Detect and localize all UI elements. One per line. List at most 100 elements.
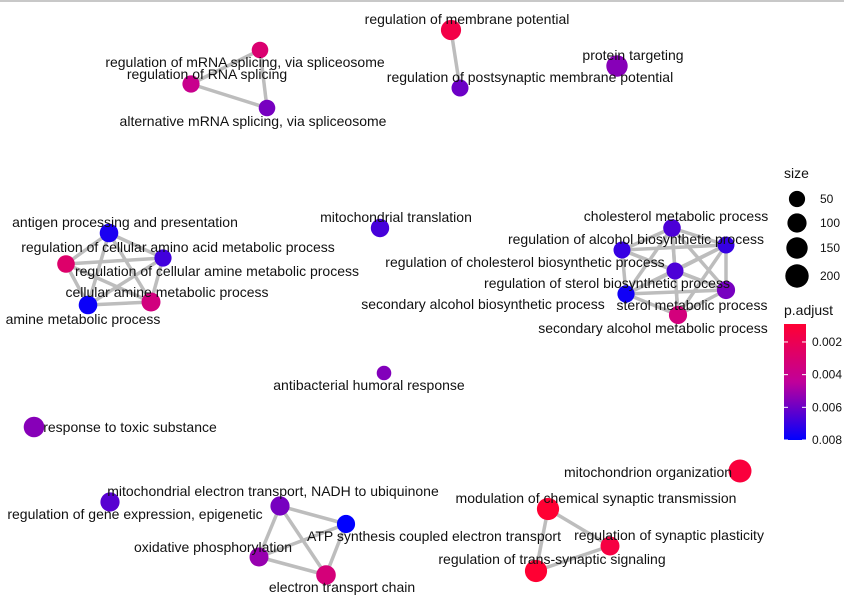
- node-label-cellular-amine-metabolic-process: cellular amine metabolic process: [65, 284, 268, 300]
- edge-mitochondrial-electr--atp-synthesis-couple: [279, 504, 347, 526]
- node-label-regulation-of-cholesterol-biosynthetic-process: regulation of cholesterol biosynthetic p…: [385, 254, 664, 270]
- node-cellular-amine-metabolic-process: [141, 292, 161, 312]
- node-mitochondrial-electron-transport-nadh-to-ubiquinone: [270, 496, 290, 516]
- node-label-electron-transport-chain: electron transport chain: [269, 579, 415, 595]
- node-label-antibacterial-humoral-response: antibacterial humoral response: [273, 377, 465, 393]
- size-legend-circle-150: [786, 237, 808, 259]
- node-regulation-of-rna-splicing: [182, 75, 200, 93]
- node-antigen-processing-and-presentation: [99, 223, 119, 243]
- node-label-modulation-of-chemical-synaptic-transmission: modulation of chemical synaptic transmis…: [456, 490, 737, 506]
- edge-regulation-of-mrna-s--regulation-of-rna-sp: [190, 48, 261, 86]
- edge-oxidative-phosphoryl--electron-transport-c: [258, 555, 327, 577]
- node-secondary-alcohol-metabolic-process: [668, 305, 688, 325]
- node-regulation-of-sterol-biosynthetic-process: [666, 262, 684, 280]
- node-secondary-alcohol-biosynthetic-process: [617, 285, 635, 303]
- node-label-regulation-of-gene-expression-epigenetic: regulation of gene expression, epigeneti…: [7, 506, 262, 522]
- node-label-alternative-mrna-splicing-via-spliceosome: alternative mRNA splicing, via spliceoso…: [120, 113, 387, 129]
- label-layer: regulation of membrane potential regulati…: [6, 11, 769, 595]
- node-label-antigen-processing-and-presentation: antigen processing and presentation: [12, 214, 238, 230]
- node-label-regulation-of-synaptic-plasticity: regulation of synaptic plasticity: [574, 527, 764, 543]
- edge-cholesterol-metaboli--regulation-of-alcoho: [621, 226, 673, 252]
- node-regulation-of-cholesterol-biosynthetic-process: [717, 236, 735, 254]
- node-label-response-to-toxic-substance: response to toxic substance: [43, 419, 217, 435]
- node-sterol-metabolic-process: [716, 280, 736, 300]
- node-antibacterial-humoral-response: [376, 365, 392, 381]
- node-label-mitochondrial-electron-transport-nadh-to-ubiquinone: mitochondrial electron transport, NADH t…: [107, 483, 439, 499]
- size-legend-label-100: 100: [820, 216, 840, 230]
- edge-regulation-of-sterol--secondary-alcohol-bi: [625, 269, 676, 296]
- node-label-atp-synthesis-coupled-electron-transport: ATP synthesis coupled electron transport: [307, 528, 561, 544]
- node-label-mitochondrial-translation: mitochondrial translation: [320, 209, 472, 225]
- size-legend-label-50: 50: [820, 192, 834, 206]
- node-regulation-of-trans-synaptic-signaling: [524, 559, 548, 583]
- edge-regulation-of-cellul--amine-metabolic-proc: [87, 256, 164, 307]
- node-label-regulation-of-postsynaptic-membrane-potential: regulation of postsynaptic membrane pote…: [387, 69, 673, 85]
- node-label-cholesterol-metabolic-process: cholesterol metabolic process: [584, 208, 768, 224]
- node-label-mitochondrion-organization: mitochondrion organization: [564, 464, 732, 480]
- node-regulation-of-postsynaptic-membrane-potential: [451, 79, 469, 97]
- edge-regulation-of-mrna-s--alternative-mrna-spl: [258, 49, 269, 109]
- node-regulation-of-membrane-potential: [440, 19, 462, 41]
- edge-cholesterol-metaboli--regulation-of-choles: [671, 226, 727, 247]
- node-label-secondary-alcohol-metabolic-process: secondary alcohol metabolic process: [538, 320, 768, 336]
- node-modulation-of-chemical-synaptic-transmission: [536, 497, 560, 521]
- node-regulation-of-synaptic-plasticity: [600, 536, 620, 556]
- node-oxidative-phosphorylation: [249, 547, 269, 567]
- node-label-regulation-of-rna-splicing: regulation of RNA splicing: [127, 66, 287, 82]
- size-legend-circle-200: [785, 264, 809, 288]
- node-label-regulation-of-cellular-amine-metabolic-process: regulation of cellular amine metabolic p…: [75, 263, 359, 279]
- edge-regulation-of-synapt--regulation-of-trans-: [535, 544, 611, 573]
- color-legend-label-0.008: 0.008: [812, 433, 842, 447]
- node-electron-transport-chain: [316, 565, 336, 585]
- node-mitochondrion-organization: [728, 459, 752, 483]
- color-legend-label-0.006: 0.006: [812, 400, 842, 414]
- size-legend-label-150: 150: [820, 241, 840, 255]
- edge-regulation-of-cellul--regulation-of-cellul: [65, 256, 164, 266]
- top-border: [0, 0, 844, 2]
- node-cholesterol-metabolic-process: [663, 219, 681, 237]
- edge-antigen-processing-a--cellular-amine-metab: [107, 232, 153, 303]
- node-label-sterol-metabolic-process: sterol metabolic process: [617, 297, 768, 313]
- color-legend-bar: [784, 324, 806, 440]
- edge-modulation-of-chemic--regulation-of-synapt: [547, 507, 611, 548]
- size-legend-label-200: 200: [820, 269, 840, 283]
- node-label-regulation-of-trans-synaptic-signaling: regulation of trans-synaptic signaling: [438, 551, 665, 567]
- color-legend-ticks: 0.002 0.004 0.006 0.008: [784, 335, 842, 447]
- edge-regulation-of-cellul--cellular-amine-metab: [65, 262, 152, 304]
- node-label-protein-targeting: protein targeting: [582, 47, 683, 63]
- node-response-to-toxic-substance: [23, 416, 45, 438]
- node-regulation-of-alcohol-biosynthetic-process: [613, 241, 631, 259]
- node-alternative-mrna-splicing-via-spliceosome: [258, 99, 276, 117]
- node-mitochondrial-translation: [370, 218, 390, 238]
- node-label-regulation-of-alcohol-biosynthetic-process: regulation of alcohol biosynthetic proce…: [508, 231, 764, 247]
- color-legend-label-0.002: 0.002: [812, 335, 842, 349]
- node-label-regulation-of-membrane-potential: regulation of membrane potential: [365, 11, 570, 27]
- node-regulation-of-mrna-splicing-via-spliceosome: [251, 41, 269, 59]
- node-label-regulation-of-sterol-biosynthetic-process: regulation of sterol biosynthetic proces…: [484, 275, 730, 291]
- size-legend-items: 50 100 150 200: [785, 190, 840, 288]
- node-atp-synthesis-coupled-electron-transport: [336, 514, 356, 534]
- node-layer: [23, 19, 752, 585]
- edge-cellular-amine-metab--amine-metabolic-proc: [87, 300, 152, 307]
- edge-atp-synthesis-couple--oxidative-phosphoryl: [258, 522, 347, 559]
- edge-secondary-alcohol-bi--sterol-metabolic-pro: [625, 288, 727, 296]
- node-regulation-of-gene-expression-epigenetic: [100, 492, 120, 512]
- node-regulation-of-cellular-amino-acid-metabolic-process: [57, 255, 75, 273]
- edge-regulation-of-alcoho--regulation-of-choles: [621, 243, 727, 252]
- node-label-oxidative-phosphorylation: oxidative phosphorylation: [134, 539, 292, 555]
- node-protein-targeting: [606, 55, 628, 77]
- edge-secondary-alcohol-bi--secondary-alcohol-me: [625, 292, 679, 317]
- node-label-regulation-of-cellular-amino-acid-metabolic-process: regulation of cellular amino acid metabo…: [21, 239, 335, 255]
- node-label-amine-metabolic-process: amine metabolic process: [6, 311, 161, 327]
- node-regulation-of-cellular-amine-metabolic-process: [154, 249, 172, 267]
- size-legend-circle-50: [788, 190, 806, 208]
- node-label-regulation-of-mrna-splicing-via-spliceosome: regulation of mRNA splicing, via spliceo…: [105, 54, 385, 70]
- size-legend-circle-100: [787, 213, 807, 233]
- color-legend-title: p.adjust: [784, 302, 833, 318]
- node-label-secondary-alcohol-biosynthetic-process: secondary alcohol biosynthetic process: [361, 296, 605, 312]
- edge-regulation-of-rna-sp--alternative-mrna-spl: [190, 82, 268, 110]
- color-legend-label-0.004: 0.004: [812, 368, 842, 382]
- size-legend-title: size: [784, 165, 809, 181]
